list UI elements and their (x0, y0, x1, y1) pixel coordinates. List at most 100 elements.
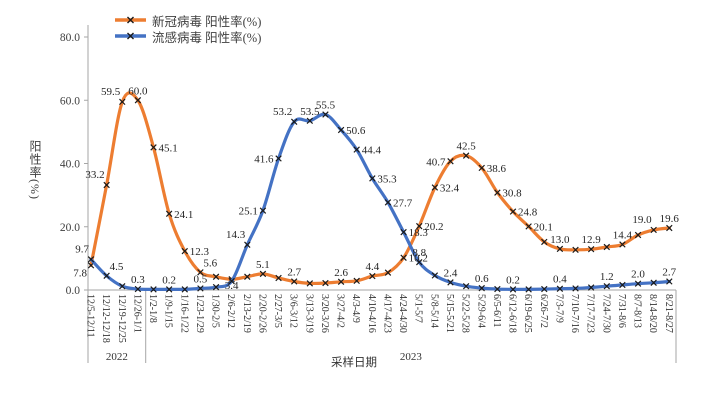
x-marker (119, 98, 126, 106)
x-category-label: 1/23-1/29 (194, 294, 205, 333)
x-category-label: 7/3-7/9 (553, 294, 564, 323)
x-marker (259, 207, 267, 214)
x-category-label: 5/29-6/4 (475, 294, 486, 328)
data-label: 2.6 (334, 267, 348, 279)
x-marker (619, 241, 626, 248)
x-marker (244, 241, 251, 249)
x-marker (369, 175, 376, 182)
data-label: 9.7 (75, 243, 89, 255)
flu-data-labels: 9.7 4.5 0.3 0.2 0.5 14.3 25.1 41.6 53.2 53.555.5 5… (75, 99, 676, 286)
data-label: 5.1 (256, 259, 270, 271)
x-marker (541, 285, 548, 293)
data-label: 19.0 (632, 214, 652, 226)
data-label: 35.3 (377, 173, 397, 185)
x-category-label: 4/24-4/30 (397, 294, 408, 333)
x-category-label: 2/27-3/5 (272, 294, 283, 328)
y-tick-label: 60.0 (60, 95, 80, 107)
x-category-label: 2/20-2/26 (256, 294, 267, 333)
x-category-label: 3/20-3/26 (319, 294, 330, 333)
x-marker (353, 277, 360, 285)
x-marker (228, 277, 235, 285)
x-marker (431, 272, 439, 279)
data-label: 7.8 (73, 267, 87, 279)
x-category-label: 8/21-8/27 (663, 294, 674, 333)
data-label: 27.7 (393, 197, 413, 209)
x-marker (556, 285, 564, 292)
x-marker (634, 280, 642, 287)
x-category-label: 5/22-5/28 (460, 294, 471, 333)
x-category-label: 1/16-1/22 (178, 294, 189, 333)
x-category-label: 8/7-8/13 (632, 294, 643, 328)
x-category-label: 3/6-3/12 (288, 294, 299, 328)
x-marker (353, 146, 360, 153)
data-label: 0.2 (162, 274, 176, 286)
x-marker (650, 226, 657, 234)
x-marker (525, 286, 532, 293)
x-marker (244, 273, 251, 280)
x-category-label: 4/10-4/16 (366, 294, 377, 333)
x-marker (306, 280, 314, 287)
x-marker (634, 231, 642, 239)
y-tick-label: 20.0 (60, 222, 80, 234)
x-axis-title: 采样日期 (331, 355, 377, 369)
data-label: 4.4 (365, 261, 379, 273)
x-marker (509, 286, 517, 293)
x-marker (150, 144, 157, 151)
data-label: 1.2 (600, 271, 614, 283)
x-marker (212, 283, 220, 291)
y-tick-label: 0.0 (66, 285, 81, 297)
x-category-label: 8/14-8/20 (647, 294, 658, 333)
x-marker (603, 282, 611, 290)
x-marker (181, 247, 189, 255)
data-label: 10.2 (409, 253, 428, 265)
data-label: 44.4 (362, 145, 382, 157)
x-marker (384, 269, 392, 276)
data-label: 20.2 (424, 221, 443, 233)
data-label: 19.6 (660, 213, 680, 225)
data-label: 50.6 (346, 125, 366, 137)
x-category-label: 3/27-4/2 (335, 294, 346, 328)
x-marker (556, 245, 564, 253)
flu-markers (87, 111, 673, 293)
x-marker (587, 245, 595, 253)
x-category-label: 7/17-7/23 (585, 294, 596, 333)
x-category-label: 6/12-6/18 (507, 294, 518, 333)
data-label: 2.4 (444, 267, 458, 279)
x-category-label: 12/5-12/11 (85, 294, 96, 338)
data-label: 14.4 (613, 229, 633, 241)
x-marker (666, 278, 673, 285)
x-category-label: 3/13-3/19 (303, 294, 314, 333)
x-marker (181, 286, 189, 293)
x-marker (369, 272, 376, 280)
legend: 新冠病毒 阳性率(%) 流感病毒 阳性率(%) (114, 12, 261, 45)
x-category-label: 12/19-12/25 (116, 294, 127, 343)
year-label: 2023 (400, 351, 423, 363)
data-label: 60.0 (128, 85, 148, 97)
x-marker (494, 285, 501, 293)
x-category-label: 4/3-4/9 (350, 294, 361, 323)
x-marker (525, 223, 532, 230)
covid-data-labels: 7.8 33.2 59.5 60.0 45.1 24.1 12.35.6 3.4 5.1 2.7 2… (73, 85, 679, 292)
y-tick-label: 40.0 (60, 159, 80, 171)
data-label: 40.7 (426, 156, 446, 168)
flu-legend-swatch (115, 32, 146, 40)
data-label: 3.4 (225, 280, 239, 292)
data-label: 0.3 (131, 274, 145, 286)
data-label: 45.1 (159, 142, 178, 154)
x-marker (587, 284, 595, 291)
x-marker (197, 269, 204, 276)
x-marker (494, 189, 501, 196)
x-marker (431, 184, 439, 191)
data-label: 59.5 (101, 86, 121, 98)
x-marker (384, 199, 392, 206)
x-marker (447, 279, 454, 286)
data-label: 0.6 (475, 273, 489, 285)
x-marker (572, 285, 579, 292)
year-label: 2022 (106, 351, 128, 363)
x-marker (478, 164, 485, 172)
x-marker (103, 181, 110, 189)
x-marker (400, 254, 407, 261)
x-marker (165, 286, 173, 293)
x-marker (416, 258, 423, 266)
x-marker (462, 152, 470, 159)
